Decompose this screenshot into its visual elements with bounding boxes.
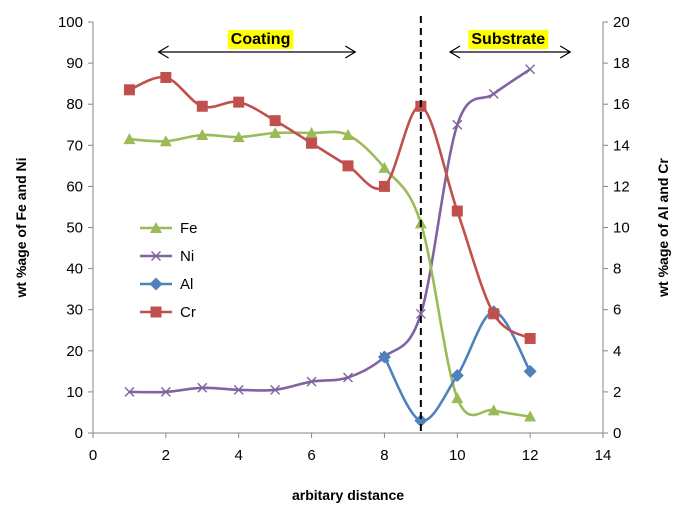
legend-item-cr: Cr xyxy=(140,304,196,321)
ticks: 0 2 4 6 8 10 12 1401020304050607080901000246810… xyxy=(58,14,630,464)
data-point-ni xyxy=(343,372,353,383)
y-right-tick-label: 16 xyxy=(613,96,630,113)
y-right-axis-title: wt %age of Al and Cr xyxy=(655,158,671,298)
y-left-tick-label: 0 xyxy=(75,425,83,442)
data-point-fe xyxy=(159,135,172,147)
y-right-tick-label: 14 xyxy=(613,137,630,154)
y-left-tick-label: 80 xyxy=(66,96,83,113)
legend-label: Cr xyxy=(180,304,196,321)
data-point-cr xyxy=(524,332,536,344)
data-point-ni xyxy=(306,376,317,387)
x-tick-label: 2 xyxy=(162,447,170,464)
x-tick-label: 0 xyxy=(89,447,97,464)
substrate-arrow xyxy=(448,45,572,59)
data-point-fe xyxy=(487,404,500,416)
data-point-cr xyxy=(342,160,354,172)
legend-item-ni: Ni xyxy=(140,248,194,265)
data-point-fe xyxy=(378,161,391,173)
y-left-tick-label: 100 xyxy=(58,14,83,31)
x-tick-label: 12 xyxy=(522,447,539,464)
data-point-ni xyxy=(233,384,244,395)
data-point-ni xyxy=(452,119,463,130)
legend-item-al: Al xyxy=(140,276,193,293)
y-right-tick-label: 8 xyxy=(613,261,621,278)
data-point-cr xyxy=(123,84,135,96)
substrate-label-highlight xyxy=(468,30,549,49)
x-tick-label: 6 xyxy=(307,447,315,464)
y-right-tick-label: 10 xyxy=(613,220,630,237)
data-point-ni xyxy=(270,384,281,395)
data-point-fe xyxy=(342,129,354,141)
data-point-fe xyxy=(123,133,136,145)
y-right-tick-label: 18 xyxy=(613,55,630,72)
y-left-tick-label: 40 xyxy=(66,261,83,278)
data-point-cr xyxy=(160,71,172,83)
legend-label: Fe xyxy=(180,220,198,237)
y-left-tick-label: 50 xyxy=(66,220,83,237)
x-tick-label: 4 xyxy=(235,447,243,464)
data-point-cr xyxy=(306,137,318,149)
data-point-al xyxy=(414,414,428,428)
y-right-tick-label: 12 xyxy=(613,178,630,195)
series-line-fe xyxy=(129,130,531,418)
y-right-tick-label: 0 xyxy=(613,425,621,442)
y-left-tick-label: 70 xyxy=(66,137,83,154)
data-point-fe xyxy=(269,126,282,138)
x-tick-label: 14 xyxy=(595,447,612,464)
data-point-ni xyxy=(197,382,208,393)
series-fe xyxy=(123,126,537,422)
legend-marker xyxy=(150,306,162,318)
series-al xyxy=(377,305,537,428)
y-left-tick-label: 30 xyxy=(66,302,83,319)
y-left-tick-label: 90 xyxy=(66,55,83,72)
legend: Fe Ni Al Cr xyxy=(140,220,198,321)
annotations: Coating Substrate xyxy=(157,16,572,433)
coating-arrow xyxy=(157,45,357,59)
coating-label-highlight xyxy=(227,30,294,49)
y-right-tick-label: 6 xyxy=(613,302,621,319)
legend-marker xyxy=(151,251,161,261)
data-point-fe xyxy=(196,129,209,141)
data-point-ni xyxy=(488,88,499,99)
substrate-label: Substrate xyxy=(471,31,545,48)
data-point-al xyxy=(377,350,391,364)
series-layer xyxy=(123,64,537,428)
legend-label: Ni xyxy=(180,248,194,265)
y-right-tick-label: 2 xyxy=(613,384,621,401)
legend-marker xyxy=(150,222,162,233)
y-left-tick-label: 60 xyxy=(66,178,83,195)
x-tick-label: 8 xyxy=(380,447,388,464)
data-point-al xyxy=(450,368,464,382)
data-point-ni xyxy=(160,386,171,397)
y-left-tick-label: 10 xyxy=(66,384,83,401)
data-point-fe xyxy=(524,410,537,422)
data-point-fe xyxy=(451,392,464,404)
data-point-ni xyxy=(124,386,135,397)
y-left-axis-title: wt %age of Fe and Ni xyxy=(13,157,29,298)
legend-item-fe: Fe xyxy=(140,220,198,237)
y-right-tick-label: 4 xyxy=(613,343,621,360)
legend-marker xyxy=(149,277,163,291)
data-point-cr xyxy=(488,308,500,320)
y-left-tick-label: 20 xyxy=(66,343,83,360)
data-point-cr xyxy=(269,115,281,127)
x-tick-label: 10 xyxy=(449,447,466,464)
data-point-ni xyxy=(415,308,426,319)
legend-label: Al xyxy=(180,276,193,293)
data-point-ni xyxy=(525,64,536,75)
data-point-cr xyxy=(196,100,208,112)
x-axis-title: arbitary distance xyxy=(292,487,404,503)
data-point-fe xyxy=(305,126,318,138)
data-point-fe xyxy=(232,131,245,143)
series-line-cr xyxy=(128,75,531,340)
coating-label: Coating xyxy=(231,31,291,48)
data-point-cr xyxy=(233,96,245,108)
data-point-cr xyxy=(378,180,390,192)
y-right-tick-label: 20 xyxy=(613,14,630,31)
data-point-cr xyxy=(451,205,463,217)
data-point-al xyxy=(523,364,537,378)
